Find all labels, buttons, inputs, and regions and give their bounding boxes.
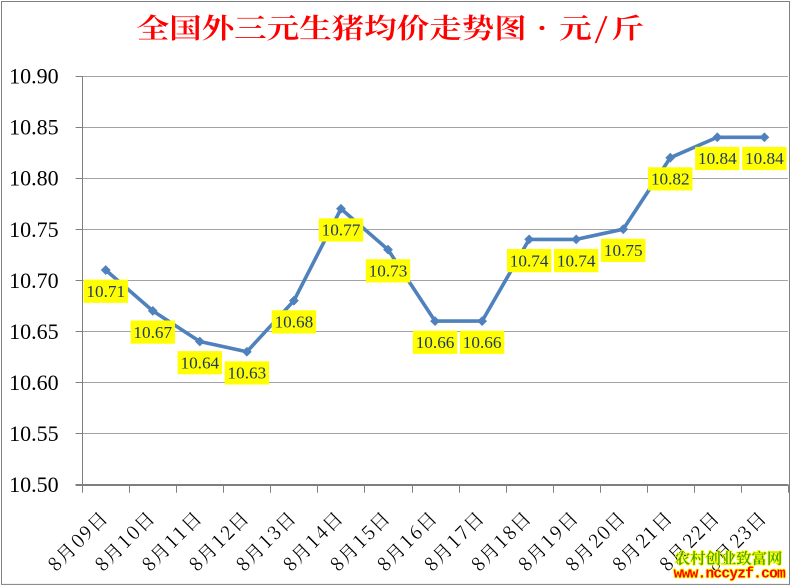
svg-text:10.68: 10.68 (275, 313, 314, 332)
svg-text:10.66: 10.66 (463, 333, 502, 352)
svg-text:10.71: 10.71 (86, 282, 125, 301)
svg-text:10.63: 10.63 (228, 364, 267, 383)
svg-text:10.50: 10.50 (9, 472, 59, 497)
svg-text:10.73: 10.73 (369, 262, 408, 281)
svg-text:10.70: 10.70 (9, 268, 59, 293)
svg-text:www.nccyzf.com: www.nccyzf.com (674, 567, 786, 583)
svg-text:10.84: 10.84 (745, 149, 784, 168)
svg-text:10.67: 10.67 (133, 323, 172, 342)
svg-text:10.80: 10.80 (9, 166, 59, 191)
svg-text:10.77: 10.77 (322, 221, 361, 240)
svg-text:10.55: 10.55 (9, 421, 59, 446)
svg-text:10.64: 10.64 (180, 353, 219, 372)
svg-text:10.65: 10.65 (9, 319, 59, 344)
svg-text:10.82: 10.82 (651, 170, 690, 189)
svg-text:10.66: 10.66 (416, 333, 455, 352)
svg-text:10.60: 10.60 (9, 370, 59, 395)
svg-text:10.74: 10.74 (510, 251, 549, 270)
svg-text:10.75: 10.75 (9, 217, 59, 242)
svg-text:10.85: 10.85 (9, 115, 59, 140)
svg-text:10.84: 10.84 (698, 149, 737, 168)
svg-text:10.90: 10.90 (9, 64, 59, 89)
svg-text:10.74: 10.74 (557, 251, 596, 270)
svg-text:10.75: 10.75 (604, 241, 643, 260)
